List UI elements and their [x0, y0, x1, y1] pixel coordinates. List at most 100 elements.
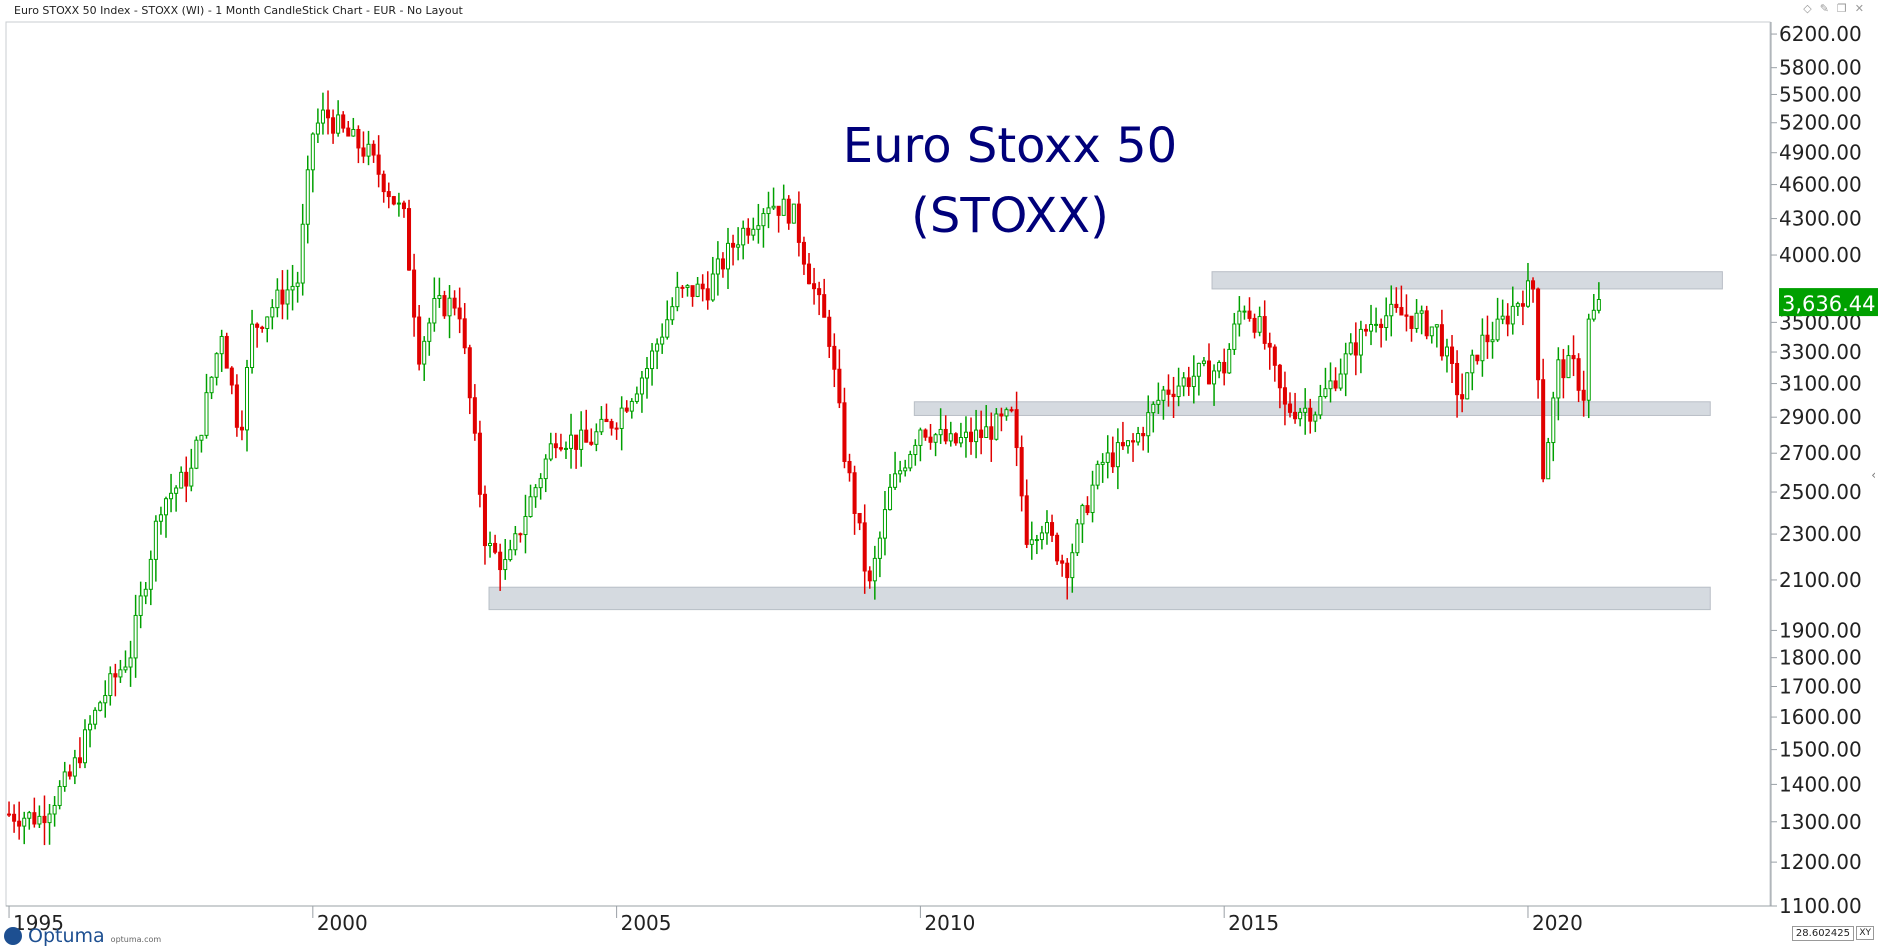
- candle-body-168: [857, 512, 862, 524]
- candle-body-171: [872, 557, 877, 582]
- candle-body-301: [1531, 280, 1536, 290]
- candle-body-154: [786, 198, 791, 224]
- candle-body-121: [619, 407, 624, 429]
- candle-body-141: [720, 258, 725, 270]
- candle-body-11: [62, 771, 67, 787]
- candle-body-181: [923, 429, 928, 438]
- candle-body-7: [42, 815, 47, 824]
- x-axis: 1995 2000 2005 2010 2015 2020: [6, 905, 1771, 935]
- candle-body-78: [401, 202, 406, 210]
- candle-body-287: [1460, 394, 1465, 400]
- candle-body-183: [933, 434, 938, 443]
- support-resistance-zone-1: [913, 401, 1711, 416]
- diamond-icon[interactable]: ◇: [1803, 2, 1812, 15]
- candle-body-123: [629, 400, 634, 412]
- candle-body-275: [1399, 307, 1404, 316]
- y-tick-label-17: 4000.00: [1779, 243, 1862, 267]
- candle-body-132: [675, 286, 680, 308]
- candle-body-90: [462, 318, 467, 349]
- xy-mode-button[interactable]: XY: [1856, 926, 1874, 940]
- restore-icon[interactable]: ❐: [1836, 2, 1847, 15]
- candle-body-232: [1181, 377, 1186, 387]
- candle-body-2: [17, 820, 22, 827]
- candle-body-20: [108, 673, 113, 697]
- candle-body-224: [1141, 433, 1146, 437]
- candle-body-45: [234, 384, 239, 428]
- candle-body-62: [320, 109, 325, 124]
- candle-body-190: [969, 431, 974, 443]
- candle-body-297: [1510, 305, 1515, 325]
- candle-body-162: [827, 316, 832, 347]
- candle-body-304: [1546, 442, 1551, 480]
- close-icon[interactable]: ✕: [1854, 2, 1864, 15]
- candle-body-248: [1262, 316, 1267, 344]
- candle-body-50: [260, 326, 265, 329]
- x-tick-label-2: 2005: [621, 911, 672, 935]
- candle-body-294: [1495, 318, 1500, 341]
- collapse-panel-icon[interactable]: ‹: [1871, 468, 1876, 482]
- candle-body-235: [1196, 362, 1201, 377]
- candle-body-88: [452, 297, 457, 309]
- candle-body-207: [1055, 534, 1060, 562]
- candle-body-310: [1576, 358, 1581, 391]
- candle-body-242: [1232, 323, 1237, 350]
- candle-body-73: [376, 154, 381, 175]
- candle-body-58: [300, 223, 305, 284]
- candle-body-125: [639, 377, 644, 395]
- candle-body-70: [361, 147, 366, 157]
- candle-body-67: [346, 127, 351, 137]
- candle-body-247: [1257, 316, 1262, 333]
- candle-body-186: [948, 433, 953, 442]
- x-tick-label-0: 1995: [13, 911, 64, 935]
- candle-body-314: [1596, 299, 1601, 311]
- candle-body-180: [918, 429, 923, 446]
- candle-body-208: [1060, 560, 1065, 564]
- candle-body-203: [1034, 539, 1039, 542]
- candle-body-258: [1313, 414, 1318, 422]
- candle-body-260: [1323, 388, 1328, 398]
- y-tick-label-8: 1900.00: [1779, 618, 1862, 642]
- candle-body-15: [82, 729, 88, 764]
- candle-body-156: [796, 203, 801, 243]
- candle-body-69: [356, 128, 361, 149]
- candle-body-86: [442, 295, 447, 317]
- y-tick-label-18: 4300.00: [1779, 207, 1862, 231]
- y-tick-label-5: 1600.00: [1779, 705, 1862, 729]
- candle-body-151: [771, 205, 776, 209]
- candle-body-23: [123, 666, 128, 671]
- candle-body-196: [999, 413, 1004, 417]
- candle-body-146: [746, 227, 751, 236]
- y-tick-label-22: 5500.00: [1779, 82, 1862, 106]
- candle-body-9: [52, 804, 57, 815]
- candle-body-172: [877, 537, 882, 559]
- candle-body-26: [138, 595, 143, 616]
- candle-body-243: [1237, 310, 1242, 325]
- candle-body-104: [533, 487, 538, 498]
- candle-body-192: [979, 429, 984, 439]
- candle-body-217: [1105, 452, 1110, 463]
- candle-body-101: [518, 533, 523, 536]
- candle-body-306: [1556, 359, 1561, 399]
- y-tick-label-9: 2100.00: [1779, 568, 1862, 592]
- candle-body-212: [1080, 505, 1085, 525]
- candle-body-290: [1475, 354, 1480, 362]
- candle-body-13: [72, 757, 77, 777]
- candle-body-225: [1146, 412, 1151, 437]
- candle-body-303: [1541, 379, 1546, 480]
- candle-body-21: [113, 673, 118, 678]
- candle-body-253: [1287, 403, 1293, 413]
- x-tick-label-3: 2010: [924, 911, 975, 935]
- candle-body-302: [1536, 288, 1541, 381]
- candle-body-160: [817, 288, 822, 296]
- y-tick-label-4: 1500.00: [1779, 738, 1862, 762]
- pin-icon[interactable]: ✎: [1819, 2, 1829, 15]
- candle-body-114: [584, 429, 589, 443]
- candle-body-280: [1424, 310, 1429, 337]
- candle-body-60: [310, 133, 315, 171]
- candle-body-195: [994, 413, 999, 440]
- candle-body-229: [1166, 389, 1171, 395]
- candle-body-223: [1136, 433, 1141, 443]
- candle-body-220: [1120, 442, 1125, 447]
- candle-body-24: [128, 657, 133, 668]
